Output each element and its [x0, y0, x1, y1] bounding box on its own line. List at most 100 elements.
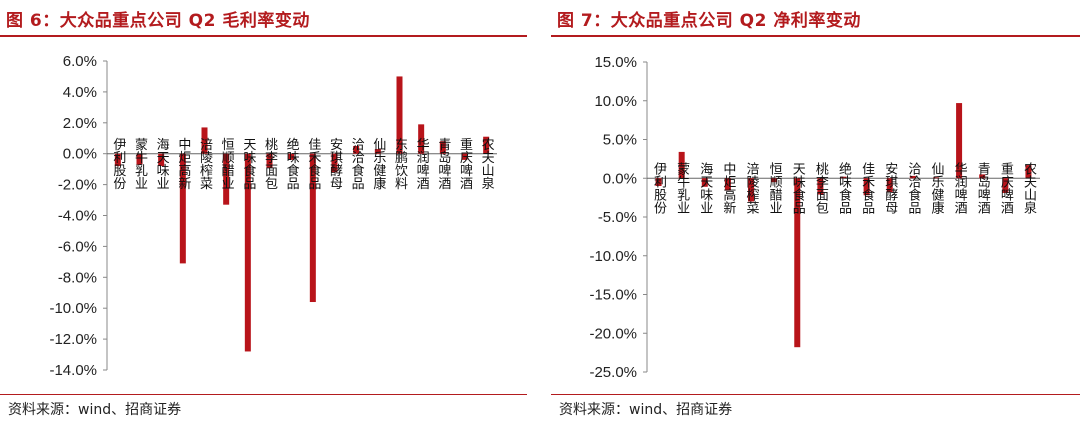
source-note: 资料来源：wind、招商证券 [559, 402, 733, 418]
y-tick-label: 2.0% [63, 115, 97, 132]
category-label: 天味食品 [240, 138, 256, 190]
y-tick-label: 10.0% [594, 93, 637, 110]
bar [979, 174, 986, 179]
bar [266, 153, 273, 168]
y-tick-label: -10.0% [49, 300, 97, 317]
y-tick-label: 5.0% [603, 132, 637, 149]
bar [439, 141, 446, 154]
chart-panel-net-margin: 图 7：大众品重点公司 Q2 净利率变动 15.0% 10.0% 5.0% 0.0% -… [551, 0, 1080, 422]
category-label: 华润啤酒 [952, 162, 968, 214]
category-label: 海天味业 [697, 162, 713, 214]
bar [288, 153, 295, 160]
bar [909, 175, 916, 179]
bar [1025, 165, 1032, 179]
bar [309, 153, 316, 303]
bar [201, 127, 208, 154]
category-label: 涪陵榨菜 [197, 138, 213, 190]
category-label: 恒顺醋业 [767, 162, 783, 214]
bar [1002, 178, 1009, 193]
bar [956, 103, 963, 179]
category-label: 伊利股份 [651, 162, 667, 214]
bar [840, 176, 847, 179]
category-label: 蒙牛乳业 [132, 138, 148, 190]
bar [701, 178, 708, 187]
category-label: 重庆啤酒 [998, 162, 1014, 215]
bar [331, 153, 338, 173]
y-tick-label: 6.0% [63, 53, 97, 70]
bar [655, 178, 662, 186]
category-label: 绝味食品 [836, 162, 852, 215]
bar [136, 153, 143, 165]
chart-title: 图 6：大众品重点公司 Q2 毛利率变动 [6, 11, 310, 31]
category-label: 佳禾食品 [859, 162, 875, 214]
gross-margin-bar-chart: 6.0% 4.0% 2.0% 0.0% -2.0% -4.0% -6.0% -8.0% -10.… [49, 53, 497, 379]
bar [158, 153, 165, 167]
category-label: 洽洽食品 [349, 138, 365, 190]
category-label: 农夫山泉 [479, 138, 495, 190]
y-tick-label: -2.0% [58, 177, 97, 194]
bar [223, 153, 230, 205]
category-label: 佳禾食品 [305, 138, 321, 190]
bar [353, 145, 360, 154]
y-tick-label: 4.0% [63, 84, 97, 101]
y-tick-label: -10.0% [589, 248, 637, 265]
bar [244, 153, 251, 352]
title-rule [0, 35, 527, 37]
y-tick-label: -20.0% [589, 325, 637, 342]
source-note: 资料来源：wind、招商证券 [8, 402, 182, 418]
category-label: 绝味食品 [284, 137, 300, 190]
y-tick-label: 0.0% [603, 170, 637, 187]
category-label: 伊利股份 [110, 138, 126, 190]
category-label: 海天味业 [154, 138, 170, 190]
bar [483, 136, 490, 154]
bar [418, 124, 425, 154]
bar [771, 178, 778, 183]
bar [678, 151, 685, 179]
net-margin-bar-chart: 15.0% 10.0% 5.0% 0.0% -5.0% -10.0% -15.0% -20.0… [589, 54, 1040, 381]
category-label: 中炬高新 [720, 162, 736, 214]
chart-title: 图 7：大众品重点公司 Q2 净利率变动 [557, 11, 861, 31]
y-tick-label: 0.0% [63, 146, 97, 163]
bar [396, 76, 403, 154]
category-label: 中炬高新 [175, 138, 191, 190]
footer-rule [551, 394, 1080, 395]
y-tick-label: -4.0% [58, 208, 97, 225]
y-tick-label: -12.0% [49, 331, 97, 348]
y-tick-label: -5.0% [598, 209, 637, 226]
category-label: 仙乐健康 [370, 138, 386, 190]
category-label: 农夫山泉 [1021, 162, 1037, 214]
bar [794, 178, 801, 348]
category-label: 华润啤酒 [414, 138, 430, 190]
bar [748, 178, 755, 202]
bar [932, 177, 939, 179]
category-label: 重庆啤酒 [457, 137, 473, 190]
category-label: 桃李面包 [813, 162, 829, 214]
chart-panel-gross-margin: 图 6：大众品重点公司 Q2 毛利率变动 6.0% 4.0% 2.0% 0.0% -2.… [0, 0, 527, 422]
bar [886, 178, 893, 193]
category-label: 安琪酵母 [327, 138, 343, 190]
y-tick-label: -8.0% [58, 269, 97, 286]
category-label: 安琪酵母 [882, 162, 898, 214]
bar [179, 153, 186, 264]
category-label: 天味食品 [790, 162, 806, 214]
category-label: 恒顺醋业 [219, 138, 235, 190]
bar [461, 153, 468, 160]
category-label: 东鹏饮料 [392, 138, 408, 190]
category-label: 青岛啤酒 [975, 162, 991, 214]
y-tick-label: -15.0% [589, 287, 637, 304]
bar [114, 153, 121, 167]
category-label: 桃李面包 [262, 138, 278, 190]
y-tick-label: -25.0% [589, 364, 637, 381]
bar [817, 178, 824, 195]
y-tick-label: -14.0% [49, 362, 97, 379]
bar [374, 149, 381, 154]
category-label: 洽洽食品 [905, 162, 921, 214]
title-rule [551, 35, 1080, 37]
category-label: 仙乐健康 [928, 162, 944, 214]
category-label: 青岛啤酒 [435, 138, 451, 190]
category-label: 蒙牛乳业 [674, 162, 690, 214]
y-tick-label: -6.0% [58, 238, 97, 255]
footer-rule [0, 394, 527, 395]
bar [863, 178, 870, 196]
bar [724, 178, 731, 191]
